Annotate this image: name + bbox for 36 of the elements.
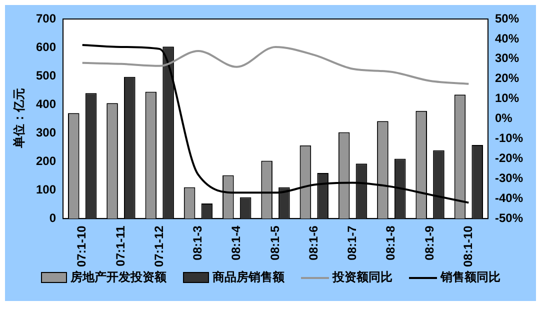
- legend-label: 投资额同比: [331, 269, 392, 286]
- x-tick-label: 08:1-5: [268, 225, 282, 260]
- y2-tick-label: 50%: [494, 11, 520, 26]
- y-tick-label: 300: [36, 125, 56, 140]
- x-tick-label: 08:1-4: [229, 225, 244, 260]
- y2-tick-label: -30%: [494, 171, 524, 186]
- y2-tick-label: -50%: [494, 210, 524, 225]
- x-tick-label: 08:1-6: [306, 225, 320, 260]
- y-tick-label: 100: [36, 182, 56, 196]
- x-tick-label: 08:1-7: [345, 225, 360, 260]
- y-tick-label: 0: [49, 210, 56, 225]
- y-tick-label: 200: [36, 154, 56, 168]
- x-tick-label: 07:1-12: [152, 225, 166, 268]
- y-tick-label: 700: [36, 11, 56, 26]
- x-tick-label: 08:1-3: [190, 225, 205, 260]
- y-tick-label: 400: [36, 96, 56, 111]
- legend-label: 销售额同比: [439, 269, 500, 286]
- y2-tick-label: -10%: [494, 131, 524, 146]
- x-tick-label: 08:1-8: [384, 225, 398, 260]
- y2-tick-label: 0%: [494, 111, 513, 126]
- y-tick-label: 600: [36, 40, 56, 54]
- y-tick-label: 500: [36, 68, 56, 82]
- y-axis-title: 单位：亿元: [11, 87, 27, 150]
- legend-label: 商品房销售额: [212, 269, 284, 286]
- y2-tick-label: -20%: [494, 151, 524, 166]
- y2-tick-label: 30%: [494, 51, 520, 66]
- x-tick-label: 08:1-10: [460, 225, 475, 268]
- y2-tick-label: 40%: [494, 31, 520, 46]
- x-tick-label: 08:1-9: [422, 225, 436, 260]
- y2-tick-label: -40%: [494, 190, 524, 205]
- x-tick-label: 07:1-11: [113, 225, 128, 266]
- y2-tick-label: 20%: [494, 71, 520, 86]
- legend-label: 房地产开发投资额: [70, 269, 166, 286]
- y2-tick-label: 10%: [494, 91, 520, 106]
- line-series: [81, 46, 470, 85]
- x-tick-label: 07:1-10: [74, 225, 89, 268]
